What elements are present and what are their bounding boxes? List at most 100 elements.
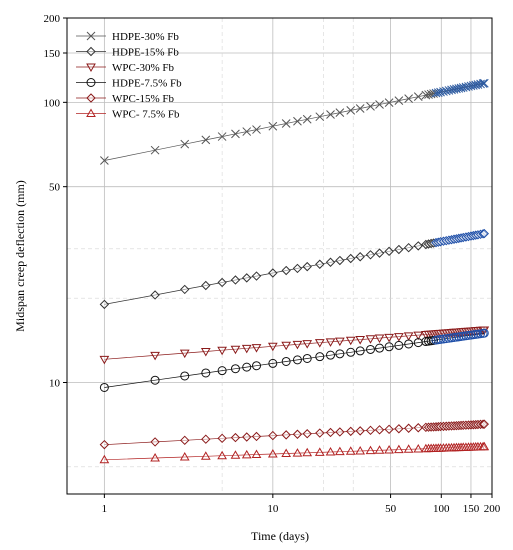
legend-label: WPC- 7.5% Fb	[112, 109, 180, 121]
data-point	[355, 104, 365, 113]
data-point	[150, 351, 160, 361]
data-point	[150, 290, 160, 300]
data-point	[436, 87, 445, 97]
data-point	[230, 450, 241, 459]
data-point	[421, 90, 431, 100]
data-point	[281, 119, 291, 128]
data-point	[252, 125, 261, 134]
legend-entry-1: HDPE-15% Fb	[76, 47, 179, 59]
data-point	[441, 86, 451, 96]
data-point	[413, 443, 424, 453]
data-point	[355, 336, 366, 345]
data-point	[180, 139, 190, 149]
data-point	[325, 257, 336, 267]
data-point	[200, 347, 211, 357]
data-point	[231, 129, 240, 139]
x-tick-label: 1	[102, 503, 108, 515]
data-point	[335, 349, 345, 359]
data-point	[251, 344, 262, 353]
legend-entry-3: HDPE-7.5% Fb	[76, 78, 182, 90]
y-tick-label: 10	[49, 378, 61, 390]
data-point	[302, 447, 313, 457]
data-point	[252, 361, 262, 371]
data-point	[365, 250, 376, 260]
legend-label: WPC-30% Fb	[112, 62, 175, 74]
legend-label: WPC-15% Fb	[112, 93, 175, 105]
data-point	[346, 347, 356, 357]
data-point	[476, 79, 485, 89]
data-point	[479, 228, 489, 239]
data-point	[281, 448, 292, 458]
legend-label: HDPE-15% Fb	[112, 47, 179, 59]
legend-marker	[86, 31, 96, 41]
y-tick-label: 200	[44, 13, 61, 25]
data-point	[99, 299, 110, 310]
data-point	[413, 92, 423, 102]
data-point	[217, 433, 227, 444]
data-point	[394, 424, 404, 434]
data-point	[268, 430, 278, 441]
data-point	[403, 444, 414, 453]
x-axis-title: Time (days)	[251, 529, 309, 543]
data-point	[365, 335, 376, 344]
y-tick-label: 100	[44, 97, 61, 109]
data-point	[375, 100, 384, 109]
data-point	[315, 259, 325, 269]
data-point	[201, 368, 211, 378]
data-point	[326, 110, 335, 119]
data-point	[242, 127, 252, 136]
data-point	[292, 355, 302, 365]
data-point	[335, 446, 345, 456]
data-point	[439, 87, 448, 96]
data-point	[292, 429, 303, 439]
data-point	[346, 253, 356, 264]
data-point	[479, 419, 489, 429]
y-tick-label: 150	[44, 48, 61, 60]
data-point	[230, 275, 241, 285]
data-point	[268, 121, 278, 131]
data-point	[365, 445, 376, 455]
series-5	[99, 441, 490, 464]
data-point	[268, 268, 278, 278]
y-tick-label: 50	[49, 182, 61, 194]
data-point	[99, 439, 110, 450]
data-point	[375, 343, 385, 353]
data-point	[374, 425, 385, 435]
data-point	[241, 449, 252, 459]
data-point	[394, 333, 404, 342]
data-point	[281, 356, 291, 366]
data-point	[99, 382, 109, 392]
data-point	[230, 364, 240, 374]
data-point	[394, 340, 404, 350]
data-point	[217, 277, 227, 288]
data-point	[314, 447, 325, 456]
data-point	[479, 328, 489, 338]
data-point	[325, 446, 336, 456]
series-1	[99, 228, 489, 310]
data-point	[242, 362, 252, 372]
data-point	[230, 345, 241, 355]
legend-entry-4: WPC-15% Fb	[76, 93, 175, 105]
data-point	[403, 242, 414, 253]
data-point	[200, 451, 211, 460]
data-point	[424, 90, 433, 99]
data-point	[335, 337, 345, 347]
legend-label: HDPE-30% Fb	[112, 31, 179, 43]
legend-label: HDPE-7.5% Fb	[112, 78, 182, 90]
data-point	[394, 96, 404, 105]
data-point	[217, 450, 227, 460]
data-point	[394, 244, 404, 255]
data-point	[314, 339, 325, 348]
data-point	[201, 280, 211, 291]
data-point	[366, 102, 375, 111]
data-point	[150, 453, 160, 462]
data-point	[180, 371, 190, 381]
data-point	[366, 344, 376, 354]
data-point	[315, 112, 325, 122]
plot-frame	[66, 17, 493, 495]
data-point	[335, 427, 345, 437]
series-layer	[99, 78, 490, 464]
x-tick-label: 10	[267, 503, 279, 515]
data-point	[302, 353, 312, 363]
data-point	[461, 82, 471, 92]
